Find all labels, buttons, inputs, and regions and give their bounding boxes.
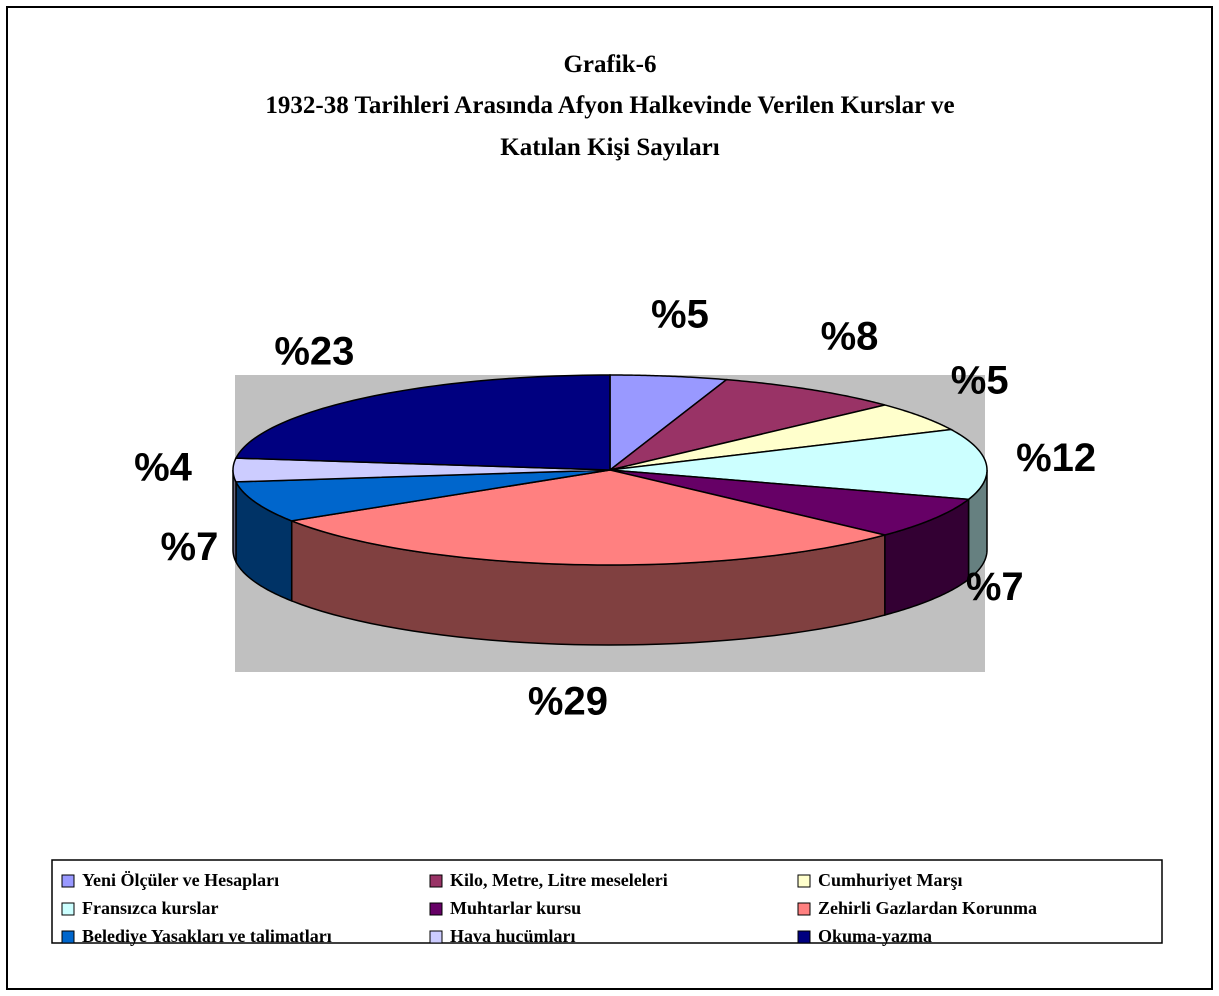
data-label: %12: [1016, 436, 1096, 480]
chart-title: Katılan Kişi Sayıları: [500, 134, 720, 161]
data-label: %7: [161, 525, 219, 569]
data-label: %7: [966, 565, 1024, 609]
data-label: %29: [528, 680, 608, 724]
slice: [609, 378, 886, 471]
slice: [234, 374, 611, 471]
legend-label: Cumhuriyet Marşı: [818, 870, 962, 890]
legend-label: Okuma-yazma: [818, 926, 932, 946]
chart-title: Grafik-6: [563, 51, 656, 78]
data-label: %4: [134, 446, 193, 490]
legend-label: Zehirli Gazlardan Korunma: [818, 898, 1037, 918]
slice: [609, 374, 729, 472]
legend-swatch: [797, 874, 811, 888]
legend-label: Fransızca kurslar: [82, 898, 219, 918]
data-label: %5: [651, 292, 709, 336]
legend-swatch: [61, 902, 75, 916]
legend-label: Kilo, Metre, Litre meseleleri: [450, 870, 668, 890]
legend-swatch: [429, 902, 443, 916]
data-label: %8: [821, 315, 879, 359]
legend-swatch: [429, 874, 443, 888]
legend-label: Yeni Ölçüler ve Hesapları: [82, 870, 279, 890]
slice: [232, 457, 611, 483]
slice: [609, 469, 971, 536]
legend-label: Belediye Yasakları ve talimatları: [82, 926, 332, 946]
slice: [609, 404, 954, 471]
slice-side: [232, 469, 237, 563]
legend-box: [51, 859, 1163, 944]
slice: [609, 428, 988, 501]
legend-swatch: [61, 874, 75, 888]
data-label: %23: [274, 329, 354, 373]
legend-swatch: [61, 930, 75, 944]
slice: [288, 469, 886, 566]
legend-label: Hava hucümları: [450, 926, 576, 946]
legend-swatch: [797, 930, 811, 944]
chart-title: 1932-38 Tarihleri Arasında Afyon Halkevi…: [265, 92, 954, 119]
legend-swatch: [429, 930, 443, 944]
legend-label: Muhtarlar kursu: [450, 898, 581, 918]
data-label: %5: [951, 358, 1009, 402]
legend-swatch: [797, 902, 811, 916]
slice: [234, 469, 611, 522]
